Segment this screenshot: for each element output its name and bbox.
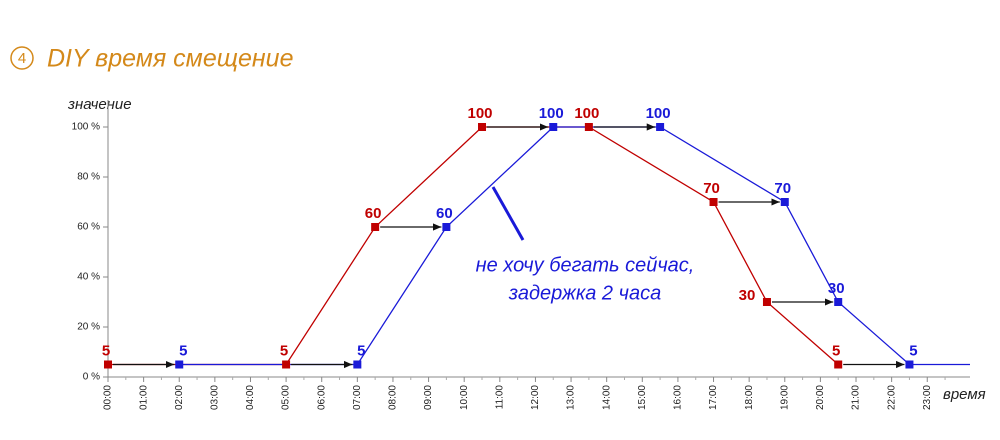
x-tick-label: 09:00 bbox=[423, 385, 434, 410]
annotation: не хочу бегать сейчас, bbox=[476, 254, 695, 276]
y-tick-label: 0 % bbox=[83, 372, 100, 383]
data-label: 100 bbox=[574, 105, 599, 122]
x-tick-label: 05:00 bbox=[281, 385, 292, 410]
x-tick-label: 11:00 bbox=[494, 385, 505, 410]
marker bbox=[780, 198, 789, 206]
series-line bbox=[179, 126, 910, 366]
data-label: 5 bbox=[357, 342, 365, 359]
x-tick-label: 20:00 bbox=[815, 385, 826, 410]
marker bbox=[353, 360, 362, 369]
data-label: 60 bbox=[365, 205, 382, 222]
x-tick-label: 23:00 bbox=[922, 385, 933, 410]
marker bbox=[762, 298, 771, 306]
marker bbox=[584, 123, 593, 131]
x-tick-label: 16:00 bbox=[673, 385, 684, 410]
data-label: 100 bbox=[646, 105, 671, 122]
marker bbox=[834, 298, 843, 306]
data-label: 70 bbox=[774, 180, 791, 197]
data-label: 30 bbox=[739, 287, 756, 304]
x-tick-label: 10:00 bbox=[459, 385, 470, 410]
marker bbox=[282, 360, 291, 369]
marker bbox=[709, 198, 718, 206]
data-label: 5 bbox=[909, 342, 917, 359]
chart-title: DIY время смещение bbox=[47, 45, 293, 73]
data-label: 30 bbox=[828, 280, 845, 297]
step-number: 4 bbox=[18, 50, 26, 67]
marker bbox=[549, 123, 558, 131]
x-tick-label: 02:00 bbox=[174, 385, 185, 410]
data-label: 5 bbox=[280, 342, 288, 359]
data-label: 100 bbox=[467, 105, 492, 122]
series-line bbox=[108, 126, 839, 366]
y-tick-label: 100 % bbox=[72, 122, 100, 133]
marker bbox=[656, 123, 665, 131]
data-label: 5 bbox=[102, 342, 110, 359]
y-axis-label: значение bbox=[67, 96, 132, 113]
x-tick-label: 06:00 bbox=[316, 385, 327, 410]
x-tick-label: 13:00 bbox=[566, 385, 577, 410]
x-tick-label: 08:00 bbox=[388, 385, 399, 410]
marker bbox=[175, 360, 184, 369]
marker bbox=[905, 360, 914, 369]
x-tick-label: 00:00 bbox=[103, 385, 114, 410]
x-tick-label: 03:00 bbox=[210, 385, 221, 410]
data-label: 70 bbox=[703, 180, 720, 197]
annotation: задержка 2 часа bbox=[508, 282, 661, 304]
x-tick-label: 12:00 bbox=[530, 385, 541, 410]
data-label: 5 bbox=[179, 342, 187, 359]
step-circle bbox=[10, 46, 34, 70]
y-tick-label: 80 % bbox=[77, 172, 100, 183]
x-tick-label: 17:00 bbox=[708, 385, 719, 410]
x-tick-label: 07:00 bbox=[352, 385, 363, 410]
y-tick-label: 40 % bbox=[77, 272, 100, 283]
x-axis-label: время bbox=[943, 386, 986, 403]
x-tick-label: 22:00 bbox=[886, 385, 897, 410]
y-tick-label: 60 % bbox=[77, 222, 100, 233]
data-label: 5 bbox=[832, 342, 840, 359]
x-tick-label: 21:00 bbox=[851, 385, 862, 410]
marker bbox=[478, 123, 487, 131]
x-tick-label: 14:00 bbox=[601, 385, 612, 410]
x-tick-label: 01:00 bbox=[138, 385, 149, 410]
marker bbox=[371, 223, 380, 231]
x-tick-label: 19:00 bbox=[779, 385, 790, 410]
data-label: 100 bbox=[539, 105, 564, 122]
x-tick-label: 04:00 bbox=[245, 385, 256, 410]
annotation-pointer bbox=[491, 186, 525, 241]
y-tick-label: 20 % bbox=[77, 322, 100, 333]
marker bbox=[104, 360, 112, 369]
marker bbox=[834, 360, 843, 369]
x-tick-label: 15:00 bbox=[637, 385, 648, 410]
data-label: 60 bbox=[436, 205, 453, 222]
marker bbox=[442, 223, 451, 231]
x-tick-label: 18:00 bbox=[744, 385, 755, 410]
